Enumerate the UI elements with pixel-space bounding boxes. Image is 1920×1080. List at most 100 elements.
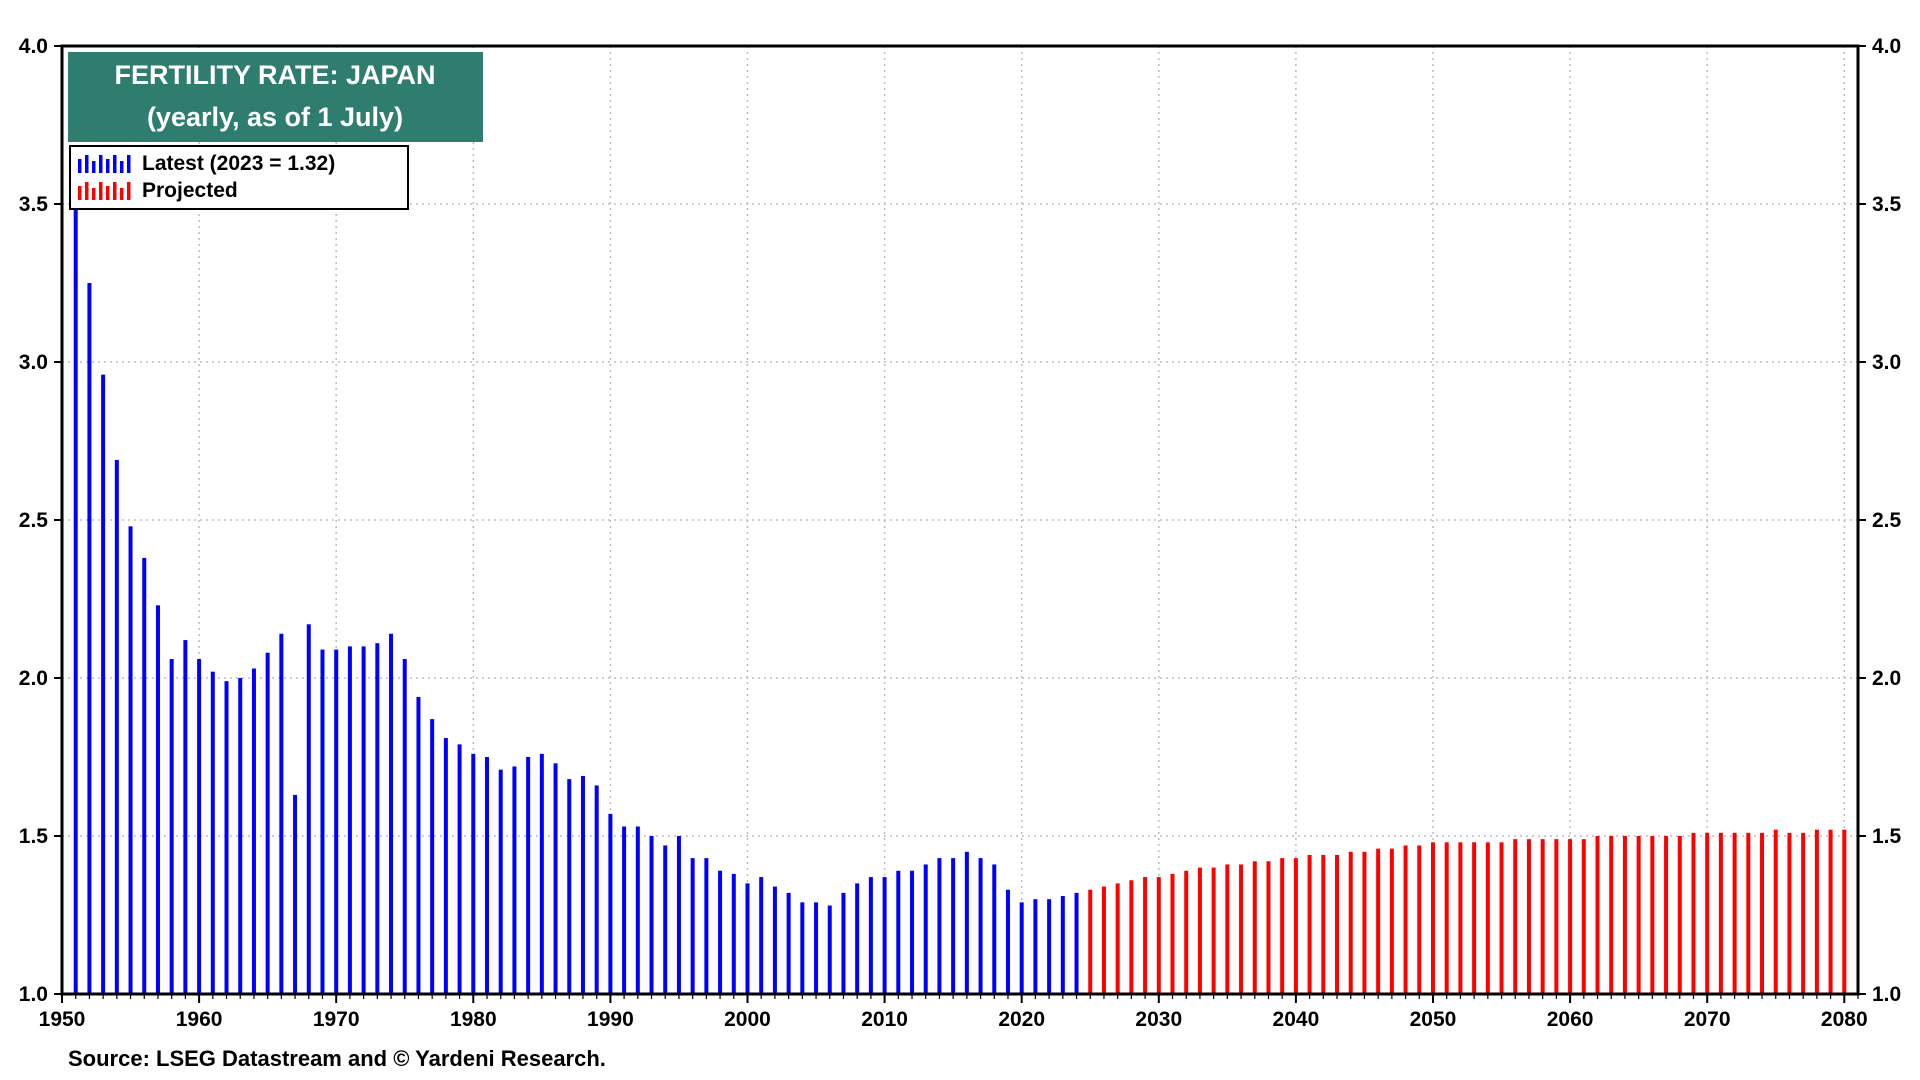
bar-latest [361, 646, 366, 994]
bar-projected [1184, 870, 1189, 994]
bar-latest [279, 633, 284, 994]
bar-latest [101, 374, 106, 994]
bar-projected [1252, 861, 1257, 994]
chart-subtitle: (yearly, as of 1 July) [147, 102, 403, 132]
axes [54, 44, 1866, 1003]
bar-latest [512, 766, 517, 994]
bar-latest [526, 757, 531, 994]
bar-latest [169, 659, 174, 994]
bar-latest [306, 624, 311, 994]
legend-swatch-bar [92, 161, 96, 173]
legend-swatch-bar [78, 186, 82, 200]
bar-projected [1773, 829, 1778, 994]
source-note: Source: LSEG Datastream and © Yardeni Re… [68, 1046, 606, 1071]
legend-swatch-bar [92, 188, 96, 200]
bar-projected [1197, 867, 1202, 994]
bar-latest [663, 845, 668, 994]
y-tick-label-right: 3.5 [1872, 193, 1902, 216]
bar-latest [1005, 889, 1010, 994]
bar-projected [1485, 842, 1490, 994]
bar-latest [923, 864, 928, 994]
bar-projected [1389, 848, 1394, 994]
bar-latest [375, 643, 380, 994]
bar-latest [539, 753, 544, 994]
x-tick-label: 2080 [1821, 1008, 1868, 1031]
bar-latest [855, 883, 860, 994]
bar-latest [868, 877, 873, 994]
bar-latest [1074, 892, 1079, 994]
bar-latest [498, 769, 503, 994]
legend-swatch-bar [85, 155, 89, 173]
legend-swatch-bar [113, 155, 117, 173]
bar-latest [251, 668, 256, 994]
legend-swatch-bar [78, 159, 82, 173]
legend-swatch-bar [127, 182, 131, 200]
bar-projected [1143, 877, 1148, 994]
legend-label-latest: Latest (2023 = 1.32) [142, 152, 335, 175]
y-tick-label-left: 4.0 [19, 35, 48, 58]
bar-latest [772, 886, 777, 994]
bar-latest [471, 753, 476, 994]
bar-projected [1335, 854, 1340, 994]
y-tick-label-right: 3.0 [1872, 351, 1901, 374]
x-tick-label: 1960 [176, 1008, 223, 1031]
legend: Latest (2023 = 1.32) Projected [69, 145, 409, 210]
bar-projected [1526, 839, 1531, 994]
bar-projected [1293, 858, 1298, 994]
bar-projected [1211, 867, 1216, 994]
bar-projected [1499, 842, 1504, 994]
bar-projected [1430, 842, 1435, 994]
bar-projected [1746, 832, 1751, 994]
bar-projected [1307, 854, 1312, 994]
y-tick-label-left: 2.5 [19, 509, 49, 532]
bar-projected [1458, 842, 1463, 994]
y-tick-label-left: 1.0 [19, 983, 48, 1006]
x-tick-label: 1980 [450, 1008, 497, 1031]
legend-box [69, 145, 409, 210]
legend-swatch-latest [78, 155, 131, 173]
bar-latest [841, 892, 846, 994]
bar-projected [1636, 836, 1641, 994]
x-tick-label: 2000 [724, 1008, 771, 1031]
x-tick-label: 1970 [313, 1008, 360, 1031]
bar-latest [402, 659, 407, 994]
bar-latest [594, 785, 599, 994]
bar-latest [745, 883, 750, 994]
y-tick-label-left: 2.0 [19, 667, 48, 690]
y-tick-label-right: 1.5 [1872, 825, 1902, 848]
bar-projected [1239, 864, 1244, 994]
bar-latest [430, 719, 435, 994]
bar-latest [786, 892, 791, 994]
bar-latest [183, 640, 188, 994]
y-tick-label-right: 2.5 [1872, 509, 1902, 532]
bar-latest [1019, 902, 1024, 994]
legend-swatch-projected [78, 182, 131, 200]
legend-swatch-bar [106, 159, 110, 173]
bar-latest [622, 826, 627, 994]
legend-swatch-bar [99, 155, 103, 173]
bar-projected [1513, 839, 1518, 994]
bar-latest [814, 902, 819, 994]
y-tick-label-left: 3.5 [19, 193, 49, 216]
bar-latest [389, 633, 394, 994]
bar-latest [224, 681, 229, 994]
bar-latest [676, 836, 681, 994]
bar-projected [1129, 880, 1134, 994]
bar-latest [951, 858, 956, 994]
bar-projected [1801, 832, 1806, 994]
bar-projected [1787, 832, 1792, 994]
bar-projected [1622, 836, 1627, 994]
bar-latest [580, 775, 585, 994]
bar-projected [1170, 873, 1175, 994]
bar-projected [1362, 851, 1367, 994]
bar-projected [1705, 832, 1710, 994]
bar-latest [896, 870, 901, 994]
bar-projected [1348, 851, 1353, 994]
bar-projected [1101, 886, 1106, 994]
bar-projected [1472, 842, 1477, 994]
bar-projected [1650, 836, 1655, 994]
bar-latest [567, 779, 572, 994]
bar-latest [800, 902, 805, 994]
bar-latest [1033, 899, 1038, 994]
bar-latest [1060, 896, 1065, 994]
